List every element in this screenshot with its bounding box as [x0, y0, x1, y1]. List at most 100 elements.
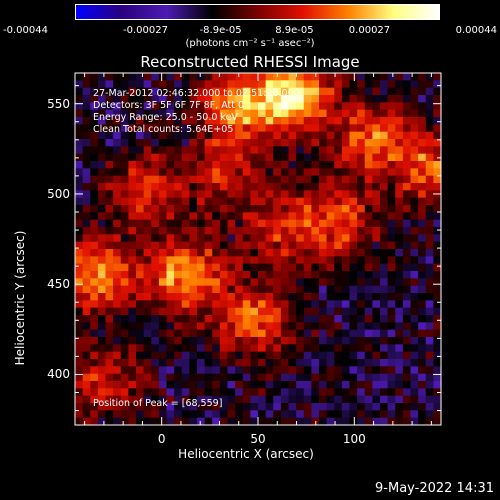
heatmap-cell [242, 197, 251, 206]
heatmap-cell [372, 102, 381, 110]
heatmap-cell [136, 271, 144, 279]
heatmap-cell [387, 315, 396, 323]
heatmap-cell [174, 87, 183, 96]
heatmap-cell [410, 359, 419, 367]
heatmap-cell [235, 139, 244, 147]
heatmap-cell [90, 161, 99, 169]
heatmap-cell [227, 403, 236, 411]
heatmap-cell [319, 87, 327, 96]
heatmap-cell [334, 403, 343, 411]
heatmap-cell [181, 249, 190, 257]
heatmap-cell [128, 197, 137, 206]
heatmap-cell [265, 366, 274, 374]
heatmap-cell [265, 205, 274, 213]
heatmap-cell [75, 344, 83, 352]
heatmap-cell [387, 249, 396, 257]
heatmap-cell [136, 359, 144, 367]
heatmap-cell [280, 87, 289, 96]
heatmap-cell [189, 315, 198, 323]
heatmap-cell [334, 197, 343, 206]
heatmap-cell [395, 109, 404, 118]
heatmap-cell [265, 109, 274, 118]
heatmap-cell [418, 197, 427, 206]
heatmap-cell [219, 256, 228, 264]
heatmap-cell [280, 366, 289, 374]
heatmap-cell [334, 212, 343, 220]
heatmap-cell [357, 197, 366, 206]
heatmap-cell [380, 417, 388, 426]
heatmap-cell [204, 271, 213, 279]
heatmap-cell [189, 307, 198, 316]
heatmap-cell [280, 381, 289, 389]
heatmap-cell [364, 131, 373, 140]
heatmap-cell [143, 271, 152, 279]
heatmap-cell [326, 285, 335, 294]
heatmap-cell [357, 417, 366, 426]
heatmap-cell [166, 395, 175, 404]
heatmap-cell [364, 153, 373, 162]
heatmap-cell [265, 117, 274, 125]
heatmap-cell [402, 139, 411, 147]
heatmap-cell [418, 395, 427, 404]
heatmap-cell [235, 175, 244, 184]
heatmap-cell [258, 278, 266, 286]
heatmap-cell [90, 285, 99, 294]
heatmap-cell [212, 366, 221, 374]
info-clean-counts: Clean Total counts: 5.64E+05 [93, 124, 234, 135]
heatmap-cell [212, 410, 221, 418]
heatmap-cell [288, 175, 297, 184]
heatmap-cell [235, 168, 244, 176]
heatmap-cell [235, 95, 244, 103]
heatmap-cell [334, 337, 343, 345]
heatmap-cell [265, 219, 274, 228]
heatmap-cell [288, 263, 297, 272]
heatmap-cell [166, 388, 175, 396]
heatmap-cell [273, 373, 282, 382]
heatmap-cell [227, 344, 236, 352]
heatmap-cell [418, 212, 427, 220]
heatmap-cell [349, 271, 358, 279]
heatmap-cell [364, 87, 373, 96]
heatmap-cell [418, 344, 427, 352]
heatmap-cell [372, 344, 381, 352]
heatmap-cell [349, 190, 358, 198]
heatmap-cell [402, 95, 411, 103]
heatmap-cell [97, 329, 106, 338]
heatmap-cell [402, 410, 411, 418]
heatmap-cell [120, 153, 129, 162]
heatmap-cell [303, 359, 312, 367]
heatmap-cell [90, 417, 99, 426]
heatmap-cell [303, 403, 312, 411]
heatmap-cell [303, 366, 312, 374]
heatmap-cell [349, 80, 358, 88]
heatmap-cell [120, 271, 129, 279]
heatmap-cell [143, 395, 152, 404]
heatmap-cell [128, 73, 137, 81]
heatmap-cell [288, 315, 297, 323]
heatmap-cell [143, 131, 152, 140]
heatmap-cell [357, 234, 366, 242]
heatmap-cell [136, 161, 144, 169]
heatmap-cell [341, 139, 350, 147]
colorbar-tick-label: -0.00044 [3, 25, 48, 36]
heatmap-cell [433, 227, 442, 235]
heatmap-cell [105, 153, 114, 162]
heatmap-cell [319, 395, 327, 404]
heatmap-cell [128, 234, 137, 242]
heatmap-cell [387, 241, 396, 250]
heatmap-cell [181, 278, 190, 286]
heatmap-cell [303, 322, 312, 330]
heatmap-cell [349, 219, 358, 228]
heatmap-cell [280, 300, 289, 308]
heatmap-cell [334, 395, 343, 404]
heatmap-cell [425, 197, 434, 206]
heatmap-cell [349, 388, 358, 396]
heatmap-cell [97, 278, 106, 286]
heatmap-cell [219, 87, 228, 96]
heatmap-cell [303, 102, 312, 110]
heatmap-cell [265, 417, 274, 426]
heatmap-cell [395, 197, 404, 206]
heatmap-cell [296, 146, 305, 154]
heatmap-cell [197, 109, 205, 118]
heatmap-cell [105, 205, 114, 213]
